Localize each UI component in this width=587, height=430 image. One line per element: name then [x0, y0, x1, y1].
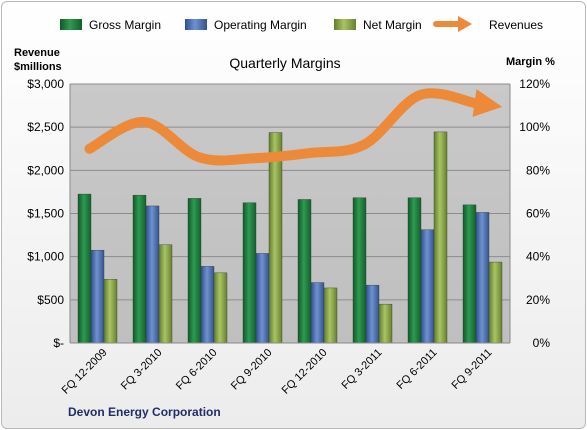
- legend-swatch-operating-margin: [185, 19, 207, 30]
- bar-operating-margin: [310, 282, 325, 344]
- right-tick-label: 120%: [519, 77, 550, 91]
- company-name: Devon Energy Corporation: [68, 405, 221, 419]
- right-axis-title: Margin %: [506, 56, 555, 68]
- bar-net-margin: [158, 244, 173, 344]
- bar-operating-margin: [420, 229, 435, 344]
- left-tick-labels: $- $500 $1,000 $1,500 $2,000 $2,500 $3,000: [27, 77, 64, 350]
- bar-operating-margin: [365, 284, 380, 344]
- right-tick-label: 40%: [526, 250, 550, 264]
- bar-operating-margin: [475, 212, 490, 344]
- bar-net-margin: [378, 303, 393, 344]
- left-tick-label: $2,500: [27, 120, 64, 134]
- bar-gross-margin: [77, 193, 92, 344]
- legend-label-gross-margin: Gross Margin: [89, 18, 161, 32]
- legend-arrowhead-revenues: [458, 16, 472, 32]
- x-tick-label: FQ 12-2009: [60, 347, 110, 397]
- right-tick-label: 60%: [526, 207, 550, 221]
- left-tick-label: $1,500: [27, 207, 64, 221]
- bar-net-margin: [103, 279, 118, 344]
- right-tick-label: 0%: [533, 336, 551, 350]
- bar-operating-margin: [200, 266, 215, 344]
- bar-net-margin: [323, 287, 338, 344]
- legend-label-revenues: Revenues: [489, 18, 543, 32]
- bar-net-margin: [213, 272, 228, 344]
- left-tick-label: $2,000: [27, 163, 64, 177]
- legend: Gross Margin Operating Margin Net Margin…: [60, 16, 543, 32]
- left-axis-title-line2: $millions: [14, 61, 62, 73]
- bar-net-margin: [433, 131, 448, 344]
- chart-title: Quarterly Margins: [229, 55, 340, 71]
- bar-gross-margin: [132, 194, 147, 344]
- bar-operating-margin: [255, 253, 270, 344]
- left-tick-label: $500: [37, 293, 64, 307]
- bar-gross-margin: [242, 202, 257, 344]
- bar-gross-margin: [352, 197, 367, 344]
- revenue-line-arrowhead: [472, 89, 503, 117]
- bar-operating-margin: [145, 205, 160, 344]
- bar-gross-margin: [187, 198, 202, 344]
- bar-net-margin: [488, 261, 503, 344]
- bar-series: [77, 131, 503, 344]
- x-tick-labels: FQ 12-2009 FQ 3-2010 FQ 6-2010 FQ 9-2010 FQ …: [60, 347, 495, 397]
- left-axis-title-line1: Revenue: [14, 47, 60, 59]
- bar-gross-margin: [407, 197, 422, 344]
- legend-swatch-net-margin: [334, 19, 356, 30]
- revenue-line: [84, 88, 503, 166]
- bar-gross-margin: [462, 204, 477, 344]
- right-tick-label: 100%: [519, 120, 550, 134]
- x-tick-label: FQ 6-2011: [395, 347, 440, 392]
- right-tick-label: 80%: [526, 163, 550, 177]
- right-tick-labels: 0% 20% 40% 60% 80% 100% 120%: [519, 77, 550, 350]
- revenue-line-path: [84, 88, 480, 166]
- x-tick-label: FQ 9-2011: [450, 347, 495, 392]
- bar-gross-margin: [297, 199, 312, 344]
- bar-operating-margin: [90, 249, 105, 344]
- x-tick-label: FQ 3-2010: [119, 347, 165, 393]
- x-tick-label: FQ 9-2010: [229, 347, 275, 393]
- x-tick-label: FQ 12-2010: [280, 347, 330, 397]
- bar-net-margin: [268, 132, 283, 344]
- left-tick-label: $3,000: [27, 77, 64, 91]
- left-tick-label: $-: [53, 336, 64, 350]
- right-tick-label: 20%: [526, 293, 550, 307]
- x-tick-label: FQ 3-2011: [340, 347, 385, 392]
- left-tick-label: $1,000: [27, 250, 64, 264]
- legend-label-operating-margin: Operating Margin: [214, 18, 307, 32]
- legend-label-net-margin: Net Margin: [363, 18, 422, 32]
- x-tick-label: FQ 6-2010: [174, 347, 220, 393]
- legend-swatch-gross-margin: [60, 19, 82, 30]
